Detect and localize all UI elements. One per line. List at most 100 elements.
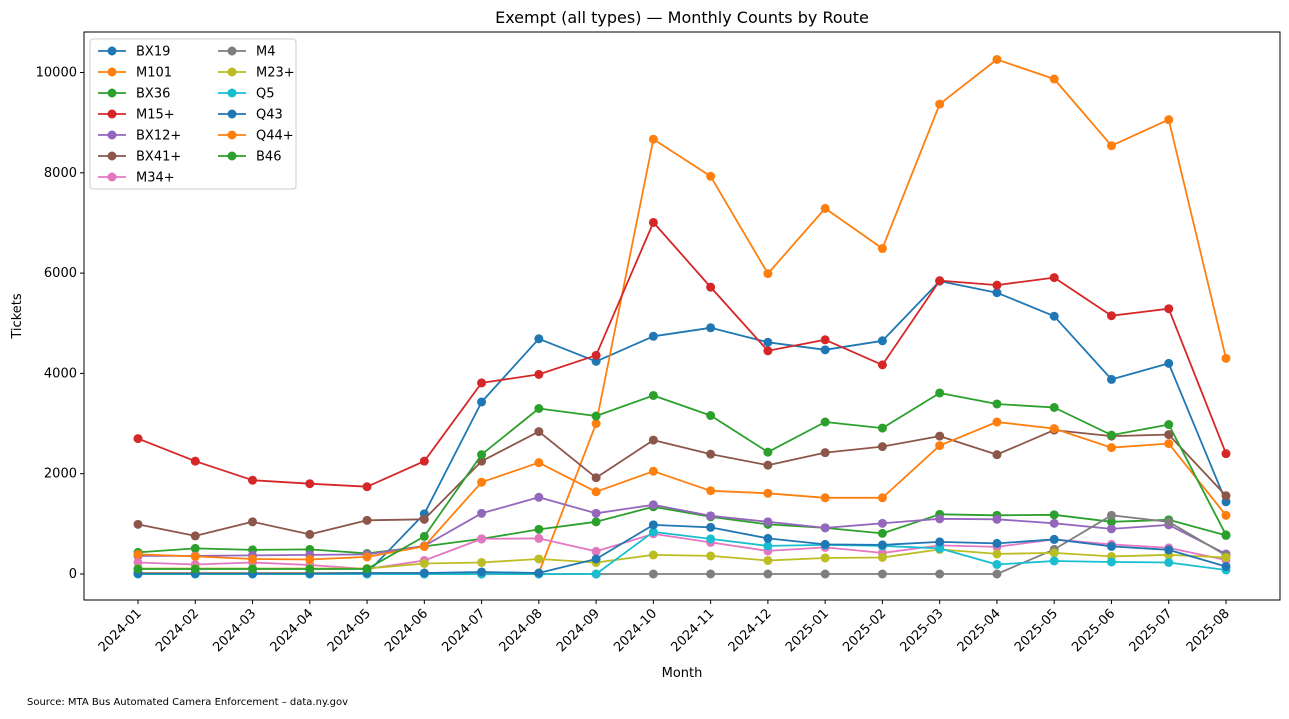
- data-point-m4: [992, 569, 1002, 579]
- data-point-q43: [1106, 541, 1116, 551]
- y-tick-label: 8000: [44, 166, 77, 181]
- data-point-m15: [419, 456, 429, 466]
- legend-item-m23: M23+: [218, 66, 295, 81]
- legend-item-bx12: BX12+: [98, 129, 181, 144]
- y-axis-label: Tickets: [10, 293, 25, 339]
- legend-label: M15+: [136, 108, 175, 123]
- data-point-bx36: [534, 524, 544, 534]
- data-point-m15: [190, 456, 200, 466]
- data-point-q44: [133, 549, 143, 559]
- series-q44: [133, 417, 1231, 564]
- data-point-q44: [1049, 424, 1059, 434]
- data-point-m15: [534, 369, 544, 379]
- data-point-m4: [935, 569, 945, 579]
- data-point-bx19: [1164, 358, 1174, 368]
- data-point-q44: [305, 554, 315, 564]
- legend-marker: [227, 109, 237, 119]
- data-point-m101: [1106, 141, 1116, 151]
- data-point-m15: [1221, 449, 1231, 459]
- plot-frame: [83, 31, 1281, 601]
- data-point-bx41: [1164, 430, 1174, 440]
- data-point-m23: [877, 552, 887, 562]
- series-line-m34: [137, 533, 1227, 570]
- data-point-bx41: [419, 514, 429, 524]
- data-point-bx19: [992, 288, 1002, 298]
- data-point-bx41: [648, 435, 658, 445]
- legend-item-b46: B46: [218, 150, 281, 165]
- series-m101: [133, 54, 1231, 578]
- x-tick-label: 2024-07: [439, 606, 488, 655]
- data-point-m101: [591, 419, 601, 429]
- data-point-b46: [477, 450, 487, 460]
- data-point-q43: [591, 554, 601, 564]
- data-point-q44: [820, 493, 830, 503]
- y-tick-label: 4000: [44, 366, 77, 381]
- data-point-bx12: [877, 518, 887, 528]
- data-point-b46: [362, 564, 372, 574]
- data-point-m15: [133, 434, 143, 444]
- data-point-q44: [1164, 439, 1174, 449]
- data-point-m101: [935, 99, 945, 109]
- data-point-q5: [706, 534, 716, 544]
- data-point-bx41: [992, 450, 1002, 460]
- data-point-m101: [992, 54, 1002, 64]
- x-tick-label: 2024-03: [210, 606, 259, 655]
- legend-item-m101: M101: [98, 66, 172, 81]
- data-point-m15: [477, 378, 487, 388]
- series-line-q44: [137, 421, 1227, 561]
- data-point-b46: [133, 564, 143, 574]
- legend-label: M101: [136, 66, 172, 81]
- data-point-q43: [877, 540, 887, 550]
- x-tick-label: 2024-08: [497, 606, 546, 655]
- x-tick-label: 2024-06: [382, 606, 431, 655]
- data-point-m15: [648, 217, 658, 227]
- data-point-q44: [362, 552, 372, 562]
- data-point-m23: [648, 550, 658, 560]
- data-point-m101: [1164, 115, 1174, 125]
- data-point-bx41: [248, 517, 258, 527]
- data-point-m101: [706, 171, 716, 181]
- x-tick-label: 2025-02: [840, 606, 889, 655]
- data-point-q43: [1049, 534, 1059, 544]
- data-point-m23: [477, 557, 487, 567]
- data-point-q5: [763, 541, 773, 551]
- data-point-b46: [419, 531, 429, 541]
- data-point-bx36: [877, 528, 887, 538]
- series-b46: [133, 388, 1231, 574]
- data-point-bx41: [534, 427, 544, 437]
- data-point-q44: [591, 487, 601, 497]
- data-point-q44: [248, 554, 258, 564]
- data-point-m23: [706, 551, 716, 561]
- data-point-q44: [706, 486, 716, 496]
- x-tick-label: 2024-11: [668, 606, 717, 655]
- data-point-bx12: [763, 517, 773, 527]
- legend-marker: [227, 46, 237, 56]
- data-point-m15: [706, 282, 716, 292]
- data-point-m101: [763, 269, 773, 279]
- legend-label: B46: [256, 150, 281, 165]
- data-point-q43: [534, 568, 544, 578]
- data-point-bx41: [706, 449, 716, 459]
- data-point-b46: [534, 404, 544, 414]
- chart-title: Exempt (all types) — Monthly Counts by R…: [495, 8, 869, 27]
- legend-marker: [107, 88, 117, 98]
- data-point-q5: [935, 543, 945, 553]
- data-point-b46: [591, 411, 601, 421]
- data-point-b46: [1164, 420, 1174, 430]
- legend-box: [89, 38, 297, 190]
- data-point-b46: [248, 564, 258, 574]
- series-line-bx36: [137, 505, 1227, 555]
- legend-item-m15: M15+: [98, 108, 175, 123]
- data-point-q43: [1221, 561, 1231, 571]
- data-point-q5: [1049, 556, 1059, 566]
- legend-label: BX12+: [136, 129, 181, 144]
- data-point-q43: [820, 539, 830, 549]
- data-point-bx12: [706, 511, 716, 521]
- data-point-b46: [992, 399, 1002, 409]
- data-point-b46: [763, 447, 773, 457]
- y-tick-label: 10000: [36, 66, 77, 81]
- data-point-b46: [706, 411, 716, 421]
- data-point-m15: [1164, 304, 1174, 314]
- legend-label: Q43: [256, 108, 283, 123]
